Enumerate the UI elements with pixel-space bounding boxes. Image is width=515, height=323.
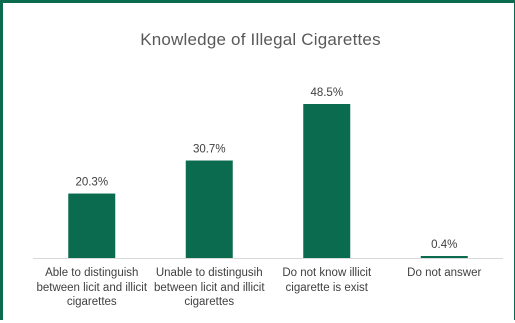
- bar-chart: 20.3% 30.7% 48.5% 0.4%: [33, 87, 503, 259]
- data-label-4: 0.4%: [431, 239, 457, 251]
- category-label-1: Able to distinguish between licit and il…: [36, 267, 148, 308]
- category-label-4: Do not answer: [407, 267, 482, 279]
- data-label-3: 48.5%: [310, 87, 343, 99]
- data-label-2: 30.7%: [193, 144, 226, 156]
- category-label-2: Unable to distingusih between licit and …: [153, 267, 265, 308]
- bar-4: [420, 256, 468, 258]
- bar-3: [303, 104, 351, 258]
- chart-title: Knowledge of Illegal Cigarettes: [140, 30, 381, 49]
- data-label-1: 20.3%: [75, 177, 108, 189]
- bar-1: [68, 193, 116, 258]
- category-label-3: Do not know illicit cigarette is exist: [282, 267, 372, 294]
- bar-2: [185, 160, 233, 258]
